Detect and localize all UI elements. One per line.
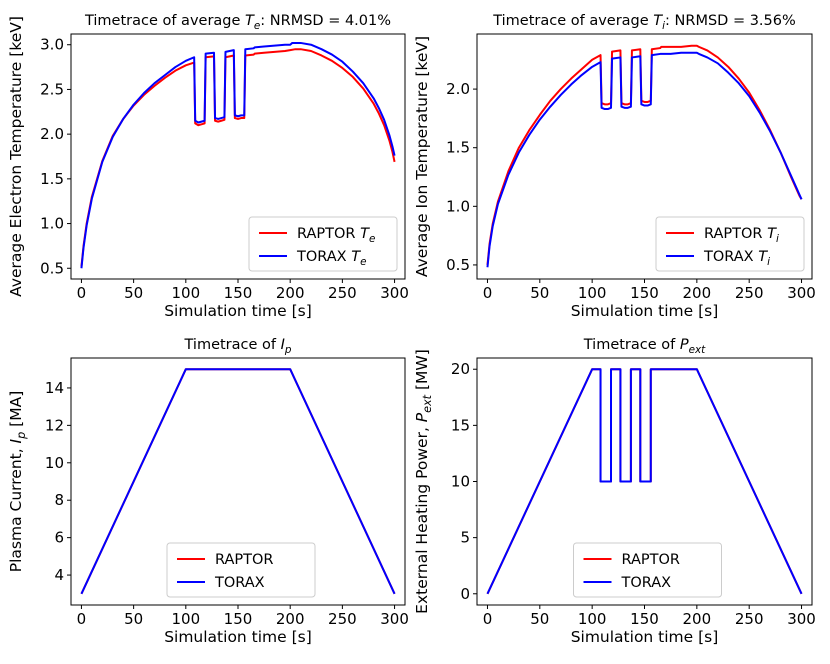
x-tick-label: 50 [530, 610, 549, 628]
y-tick-label: 8 [54, 491, 64, 509]
legend-box [573, 542, 722, 598]
x-tick-label: 0 [77, 610, 87, 628]
x-tick-label: 100 [171, 284, 200, 302]
chart-ti: Timetrace of average Ti: NRMSD = 3.56% 0 5… [413, 13, 816, 320]
y-tick-label: 12 [45, 416, 64, 434]
x-tick-label: 150 [224, 610, 253, 628]
y-tick-label: 10 [45, 454, 64, 472]
y-tick-label: 0.5 [40, 259, 64, 277]
series-line-torax [486, 51, 803, 268]
x-tick-label: 300 [787, 610, 816, 628]
y-axis-label: Average Ion Temperature [keV] [413, 36, 431, 277]
series-line-torax [80, 41, 396, 269]
x-axis-label: Simulation time [s] [164, 302, 312, 320]
x-tick-label: 0 [483, 284, 493, 302]
legend-box [166, 542, 316, 598]
x-tick-label: 150 [630, 284, 659, 302]
x-tick-label: 100 [578, 610, 607, 628]
y-tick-label: 20 [451, 360, 470, 378]
x-tick-label: 300 [380, 610, 409, 628]
chart-title: Timetrace of Pext [583, 337, 706, 356]
chart-title: Timetrace of Ip [184, 337, 292, 356]
x-axis-label: Simulation time [s] [164, 628, 312, 646]
y-tick-label: 1.0 [40, 215, 64, 233]
series-line-torax [80, 368, 396, 595]
x-tick-label: 150 [630, 610, 659, 628]
legend-box [248, 216, 398, 272]
chart-title: Timetrace of average Te: NRMSD = 4.01% [84, 13, 391, 32]
x-tick-label: 50 [124, 284, 143, 302]
legend-label: RAPTOR Ti [704, 226, 779, 245]
chart-title: Timetrace of average Ti: NRMSD = 3.56% [492, 13, 796, 32]
legend-label: RAPTOR [215, 552, 274, 568]
chart-te: Timetrace of average Te: NRMSD = 4.01% 0 5… [7, 13, 409, 320]
chart-pext: Timetrace of Pext 0 50 100 150 200 250 300 0 5 10 1… [413, 337, 816, 646]
y-tick-label: 15 [451, 416, 470, 434]
y-tick-label: 0.5 [446, 256, 470, 274]
x-tick-label: 200 [276, 284, 305, 302]
y-tick-label: 1.0 [446, 197, 470, 215]
x-tick-label: 250 [735, 284, 764, 302]
y-tick-label: 0 [460, 585, 470, 603]
x-tick-label: 200 [276, 610, 305, 628]
y-tick-label: 2.0 [40, 125, 64, 143]
series-line-raptor [486, 44, 803, 266]
x-tick-label: 200 [683, 284, 712, 302]
y-tick-label: 3.0 [40, 36, 64, 54]
legend-box [655, 216, 805, 272]
legend-label: RAPTOR [622, 552, 681, 568]
legend-label: RAPTOR Te [297, 226, 375, 245]
y-tick-label: 5 [460, 529, 470, 547]
x-tick-label: 100 [171, 610, 200, 628]
y-tick-label: 2.0 [446, 80, 470, 98]
y-axis-label: Average Electron Temperature [keV] [7, 16, 25, 297]
x-axis-label: Simulation time [s] [571, 628, 719, 646]
y-tick-label: 14 [45, 379, 64, 397]
legend: RAPTOR Ti TORAX Ti [655, 216, 805, 272]
y-tick-label: 2.5 [40, 80, 64, 98]
x-tick-label: 250 [735, 610, 764, 628]
legend-label: TORAX Ti [703, 249, 770, 268]
y-tick-label: 6 [54, 529, 64, 547]
y-tick-label: 10 [451, 473, 470, 491]
x-tick-label: 0 [483, 610, 493, 628]
legend: RAPTOR TORAX [166, 542, 316, 598]
legend-label: TORAX [214, 575, 265, 591]
legend-label: TORAX Te [296, 249, 367, 268]
x-axis-label: Simulation time [s] [571, 302, 719, 320]
y-tick-label: 1.5 [446, 139, 470, 157]
y-tick-label: 4 [54, 566, 64, 584]
x-tick-label: 150 [224, 284, 253, 302]
y-axis-label: External Heating Power, Pext [MW] [413, 349, 434, 614]
x-tick-label: 0 [77, 284, 87, 302]
chart-ip: Timetrace of Ip 0 50 100 150 200 250 300 4 6 8 10 12… [7, 337, 409, 646]
x-tick-label: 300 [787, 284, 816, 302]
legend: RAPTOR TORAX [573, 542, 722, 598]
legend: RAPTOR Te TORAX Te [248, 216, 398, 272]
legend-label: TORAX [621, 575, 672, 591]
x-tick-label: 100 [578, 284, 607, 302]
series-line-torax [486, 368, 803, 595]
x-tick-label: 250 [328, 610, 357, 628]
x-tick-label: 50 [124, 610, 143, 628]
y-axis-label: Plasma Current, Ip [MA] [7, 391, 28, 573]
x-tick-label: 250 [328, 284, 357, 302]
y-tick-label: 1.5 [40, 170, 64, 188]
x-tick-label: 300 [380, 284, 409, 302]
x-tick-label: 200 [683, 610, 712, 628]
x-tick-label: 50 [530, 284, 549, 302]
